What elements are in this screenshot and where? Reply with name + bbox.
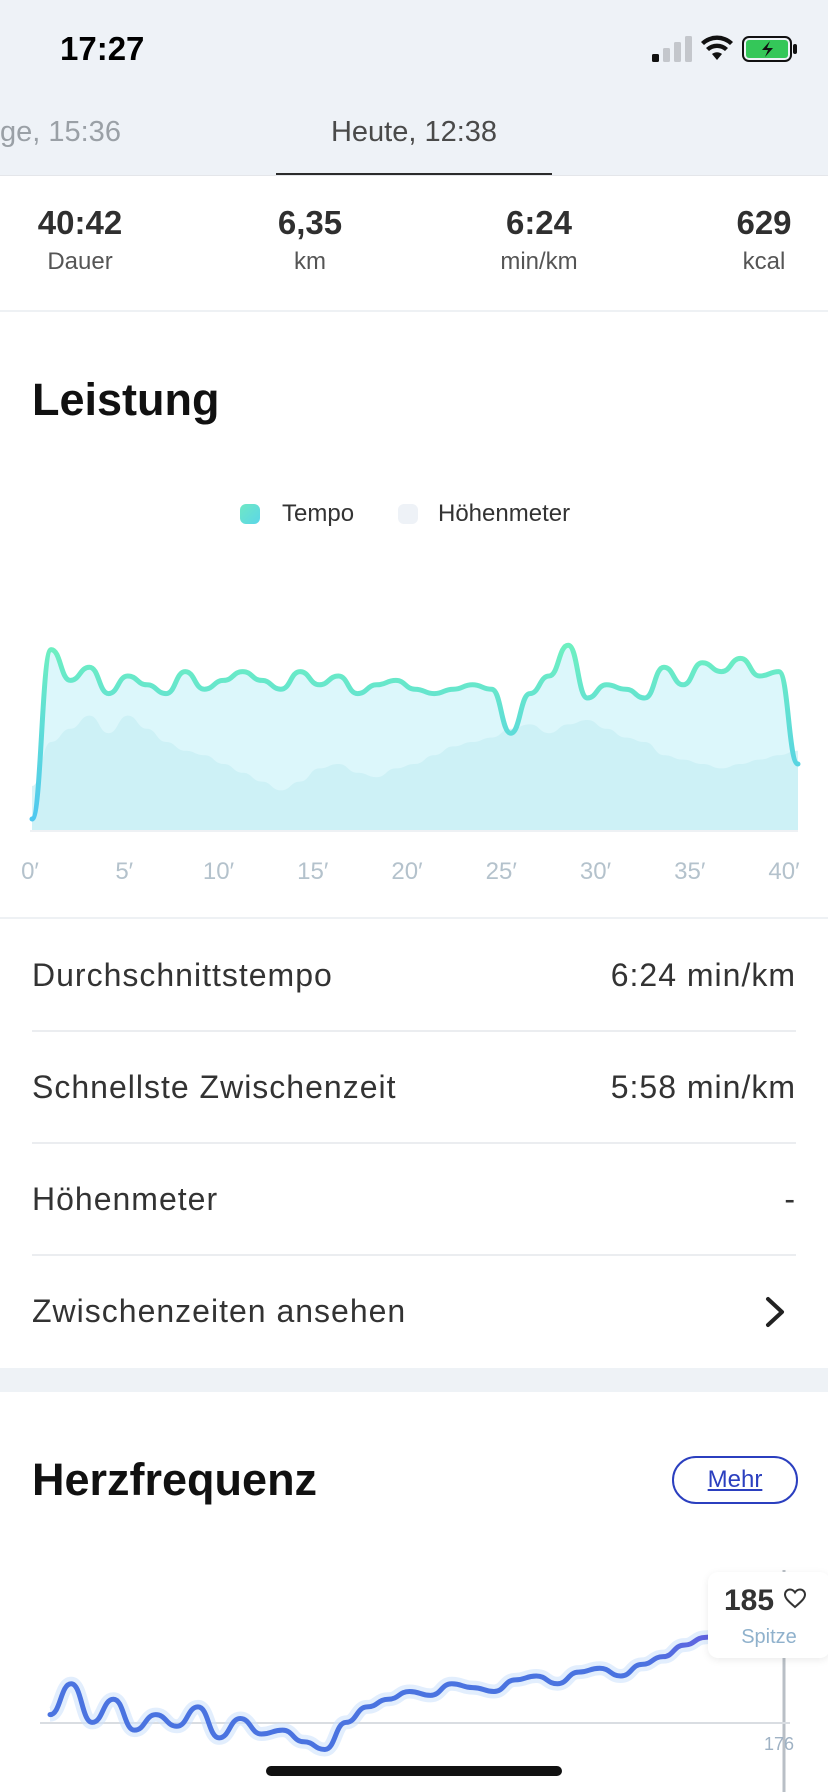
row-label: Zwischenzeiten ansehen (32, 1293, 407, 1329)
stat-pace: 6:24 min/km (449, 204, 629, 276)
elevation-area (32, 715, 798, 830)
row-average-pace: Durchschnittstempo 6:24 min/km (32, 919, 796, 1032)
tabs-divider (0, 175, 828, 176)
x-tick-label: 30′ (579, 858, 612, 885)
tab-active-indicator (276, 173, 552, 176)
battery-charging-icon (742, 36, 797, 62)
heart-icon (784, 1588, 806, 1609)
more-button[interactable]: Mehr (672, 1456, 798, 1504)
row-fastest-split: Schnellste Zwischenzeit 5:58 min/km (32, 1031, 796, 1144)
performance-chart (29, 642, 801, 832)
stat-value: 629 (736, 204, 792, 241)
x-tick-label: 35′ (674, 858, 706, 885)
chevron-right-icon (766, 1297, 784, 1327)
row-label: Schnellste Zwischenzeit (32, 1069, 397, 1105)
legend-swatch (240, 504, 260, 524)
stat-calories: 629 kcal (674, 204, 828, 276)
activity-tabs: ge, 15:36 Heute, 12:38 (0, 98, 828, 176)
performance-title: Leistung (32, 374, 220, 425)
x-tick-label: 15′ (297, 858, 329, 885)
x-tick-label: 25′ (485, 858, 517, 885)
heart-rate-title: Herzfrequenz (32, 1454, 318, 1505)
peak-tooltip: 185 Spitze (708, 1572, 828, 1658)
legend-label: Höhenmeter (438, 500, 571, 527)
peak-label: Spitze (741, 1626, 797, 1648)
tab-previous-activity[interactable]: ge, 15:36 (0, 116, 121, 148)
wifi-icon (701, 35, 733, 60)
x-tick-label: 10′ (202, 858, 235, 885)
cellular-signal-icon (652, 36, 692, 62)
stat-label: Dauer (47, 248, 113, 275)
row-view-splits[interactable]: Zwischenzeiten ansehen (32, 1255, 796, 1366)
home-indicator (266, 1766, 562, 1776)
row-label: Durchschnittstempo (32, 957, 333, 993)
stat-label: min/km (500, 248, 578, 275)
row-elevation: Höhenmeter - (32, 1143, 796, 1256)
stat-value: 6:24 (505, 204, 573, 241)
chart-divider (0, 917, 828, 919)
row-value: 5:58 min/km (610, 1069, 796, 1105)
tempo-line (29, 642, 801, 822)
x-tick-label: 40′ (768, 858, 800, 885)
stat-label: kcal (742, 248, 786, 275)
heart-rate-line (47, 1611, 793, 1752)
stat-label: km (294, 248, 326, 275)
reference-value: 176 (764, 1734, 795, 1754)
stat-distance: 6,35 km (220, 204, 400, 276)
x-tick-label: 20′ (391, 858, 423, 885)
peak-value: 185 (724, 1584, 775, 1617)
tab-current-activity[interactable]: Heute, 12:38 (330, 116, 498, 148)
row-value: 6:24 min/km (610, 957, 796, 993)
legend-label: Tempo (282, 500, 355, 527)
x-tick-label: 0′ (21, 858, 39, 885)
chart-baseline (30, 830, 798, 832)
status-bar: 17:27 ge, 15:36 Heute, 12:38 (0, 0, 828, 176)
heart-rate-chart (40, 1570, 793, 1792)
stat-duration: 40:42 Dauer (0, 204, 170, 276)
stat-value: 6,35 (277, 204, 343, 241)
row-value: - (784, 1181, 796, 1217)
row-label: Höhenmeter (32, 1181, 219, 1217)
section-separator (0, 1368, 828, 1392)
status-time: 17:27 (60, 30, 145, 67)
stat-value: 40:42 (37, 204, 123, 241)
x-tick-label: 5′ (115, 858, 134, 885)
legend-swatch (398, 504, 418, 524)
summary-stats: 40:42 Dauer 6,35 km 6:24 min/km 629 kcal (0, 176, 828, 312)
heart-rate-band (47, 1607, 791, 1757)
